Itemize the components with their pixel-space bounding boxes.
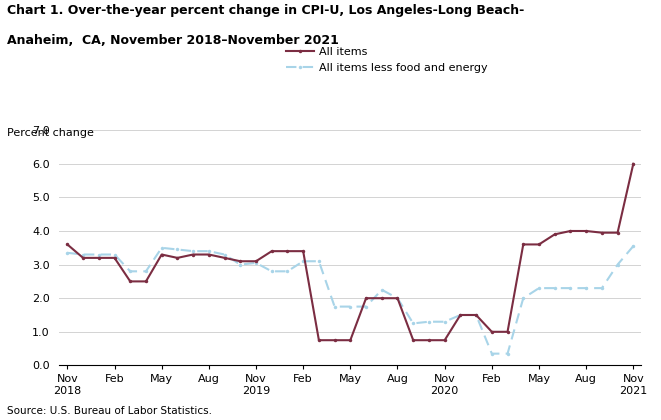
Text: Chart 1. Over-the-year percent change in CPI-U, Los Angeles-Long Beach-: Chart 1. Over-the-year percent change in… bbox=[7, 4, 524, 17]
Text: Source: U.S. Bureau of Labor Statistics.: Source: U.S. Bureau of Labor Statistics. bbox=[7, 406, 212, 416]
Text: Percent change: Percent change bbox=[7, 128, 93, 138]
Legend: All items, All items less food and energy: All items, All items less food and energ… bbox=[286, 46, 488, 74]
Text: Anaheim,  CA, November 2018–November 2021: Anaheim, CA, November 2018–November 2021 bbox=[7, 34, 338, 47]
